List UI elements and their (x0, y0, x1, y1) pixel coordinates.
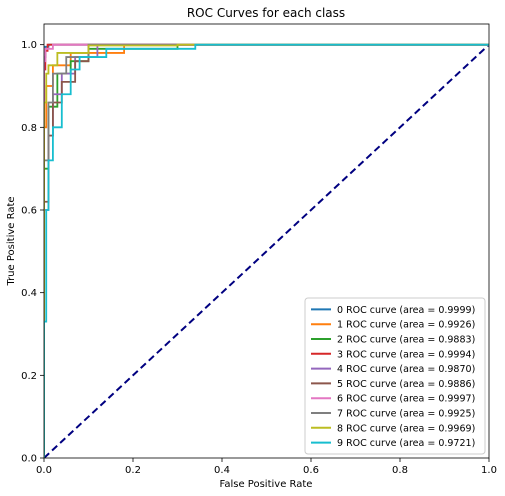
legend-label-6: 6 ROC curve (area = 0.9997) (337, 394, 475, 405)
legend-label-2: 2 ROC curve (area = 0.9883) (337, 335, 475, 346)
chart-title: ROC Curves for each class (187, 6, 345, 20)
legend: 0 ROC curve (area = 0.9999) 1 ROC curve (… (304, 297, 486, 455)
y-tick-label: 0.6 (21, 206, 37, 217)
legend-label-7: 7 ROC curve (area = 0.9925) (337, 409, 475, 420)
legend-label-4: 4 ROC curve (area = 0.9870) (337, 364, 475, 375)
x-tick-label: 0.6 (303, 465, 319, 476)
chance-diagonal (44, 43, 489, 458)
legend-label-0: 0 ROC curve (area = 0.9999) (337, 305, 475, 316)
legend-label-3: 3 ROC curve (area = 0.9994) (337, 349, 475, 360)
y-axis: 0.0 0.2 0.4 0.6 0.8 1.0 (21, 40, 44, 465)
y-tick-label: 1.0 (21, 40, 37, 51)
legend-label-1: 1 ROC curve (area = 0.9926) (337, 320, 475, 331)
x-tick-label: 0.0 (36, 465, 52, 476)
y-tick-label: 0.8 (21, 123, 37, 134)
legend-box (304, 297, 486, 455)
x-tick-label: 0.2 (125, 465, 141, 476)
legend-label-8: 8 ROC curve (area = 0.9969) (337, 423, 475, 434)
roc-series-6 (44, 43, 489, 458)
y-tick-label: 0.4 (21, 288, 37, 299)
y-axis-label: True Positive Rate (6, 196, 17, 286)
x-axis: 0.0 0.2 0.4 0.6 0.8 1.0 (36, 458, 497, 476)
legend-label-9: 9 ROC curve (area = 0.9721) (337, 438, 475, 449)
roc-series-8 (44, 43, 489, 458)
x-tick-label: 0.4 (214, 465, 230, 476)
x-tick-label: 1.0 (481, 465, 497, 476)
y-tick-label: 0.0 (21, 454, 37, 465)
plot-frame (43, 23, 490, 459)
x-axis-label: False Positive Rate (220, 479, 313, 490)
plot-area (44, 43, 489, 458)
y-tick-label: 0.2 (21, 371, 37, 382)
legend-label-5: 5 ROC curve (area = 0.9886) (337, 379, 475, 390)
x-tick-label: 0.8 (392, 465, 408, 476)
roc-series-9 (44, 43, 489, 458)
